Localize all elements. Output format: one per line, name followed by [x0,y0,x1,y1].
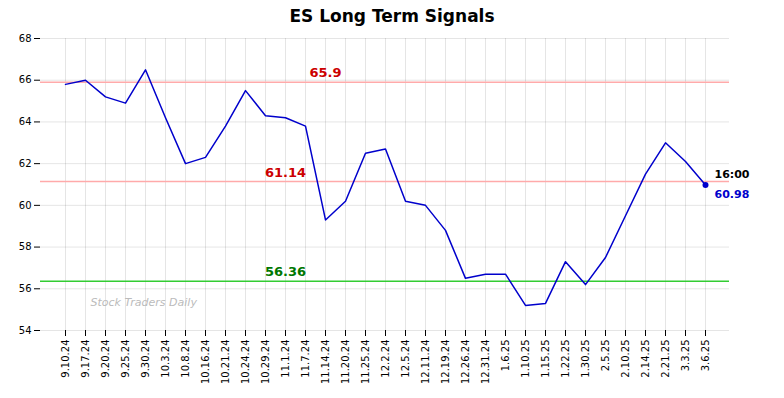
svg-text:12.2.24: 12.2.24 [380,340,391,378]
svg-text:60.98: 60.98 [715,188,750,201]
svg-text:62: 62 [19,158,32,169]
html-text:ES Long Term Signals: ES Long Term Signals [289,6,495,26]
svg-text:10.16.24: 10.16.24 [200,340,211,385]
svg-text:1.22.25: 1.22.25 [560,340,571,378]
svg-text:64: 64 [19,116,32,127]
svg-text:12.31.24: 12.31.24 [480,340,491,385]
svg-text:11.7.24: 11.7.24 [300,340,311,378]
svg-text:58: 58 [19,241,32,252]
svg-text:1.30.25: 1.30.25 [580,340,591,378]
svg-text:9.25.24: 9.25.24 [120,340,131,378]
svg-text:11.25.24: 11.25.24 [360,340,371,385]
svg-text:12.11.24: 12.11.24 [420,340,431,385]
svg-text:9.30.24: 9.30.24 [140,340,151,378]
svg-text:2.14.25: 2.14.25 [640,340,651,378]
svg-text:10.3.24: 10.3.24 [160,340,171,378]
svg-text:60: 60 [19,200,32,211]
svg-text:68: 68 [19,33,32,44]
svg-text:11.14.24: 11.14.24 [320,340,331,385]
svg-text:3.6.25: 3.6.25 [700,340,711,372]
svg-text:10.29.24: 10.29.24 [260,340,271,385]
svg-text:2.5.25: 2.5.25 [600,340,611,372]
svg-text:10.21.24: 10.21.24 [220,340,231,385]
svg-text:3.3.25: 3.3.25 [680,340,691,372]
svg-text:10.24.24: 10.24.24 [240,340,251,385]
svg-text:9.10.24: 9.10.24 [60,340,71,378]
svg-text:2.10.25: 2.10.25 [620,340,631,378]
svg-text:66: 66 [19,74,32,85]
svg-text:61.14: 61.14 [265,165,306,180]
svg-text:56.36: 56.36 [265,264,306,279]
svg-text:1.6.25: 1.6.25 [500,340,511,372]
svg-text:65.9: 65.9 [309,65,341,80]
svg-text:2.21.25: 2.21.25 [660,340,671,378]
svg-text:Stock Traders Daily: Stock Traders Daily [91,296,198,309]
svg-text:9.17.24: 9.17.24 [80,340,91,378]
svg-text:1.10.25: 1.10.25 [520,340,531,378]
svg-text:10.8.24: 10.8.24 [180,340,191,378]
svg-text:54: 54 [19,325,32,336]
svg-text:12.19.24: 12.19.24 [440,340,451,385]
svg-text:12.26.24: 12.26.24 [460,340,471,385]
svg-text:11.1.24: 11.1.24 [280,340,291,378]
svg-text:9.20.24: 9.20.24 [100,340,111,378]
svg-text:16:00: 16:00 [715,168,750,181]
svg-text:12.5.24: 12.5.24 [400,340,411,378]
svg-text:1.15.25: 1.15.25 [540,340,551,378]
svg-text:11.20.24: 11.20.24 [340,340,351,385]
svg-text:56: 56 [19,283,32,294]
